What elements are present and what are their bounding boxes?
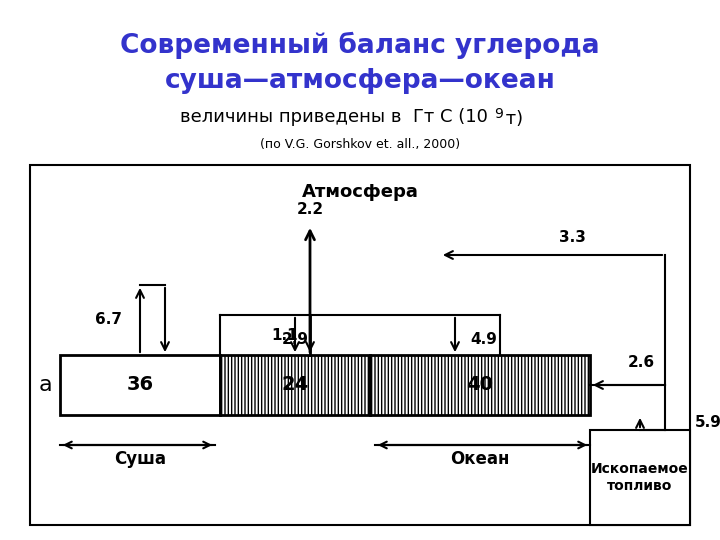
Text: 2.2: 2.2 xyxy=(297,202,323,217)
Text: 36: 36 xyxy=(127,375,153,395)
Text: 40: 40 xyxy=(467,375,493,395)
Text: 9: 9 xyxy=(494,107,503,121)
Text: Атмосфера: Атмосфера xyxy=(302,183,418,201)
Text: a: a xyxy=(38,375,52,395)
Text: 1.1: 1.1 xyxy=(271,327,298,342)
Bar xyxy=(30,165,690,525)
Text: 5.9: 5.9 xyxy=(695,415,720,430)
Text: Современный баланс углерода: Современный баланс углерода xyxy=(120,32,600,59)
Bar xyxy=(60,355,220,415)
Text: 2.6: 2.6 xyxy=(628,355,655,370)
Text: 24: 24 xyxy=(282,375,309,395)
Text: 2.9: 2.9 xyxy=(282,333,308,348)
Text: величины приведены в  Гт С (10: величины приведены в Гт С (10 xyxy=(180,108,488,126)
Text: (по V.G. Gorshkov et. all., 2000): (по V.G. Gorshkov et. all., 2000) xyxy=(260,138,460,151)
Bar xyxy=(370,355,590,415)
Text: Ископаемое
топливо: Ископаемое топливо xyxy=(591,462,689,492)
Text: 4.9: 4.9 xyxy=(470,333,497,348)
Text: Океан: Океан xyxy=(450,450,510,468)
Text: суша—атмосфера—океан: суша—атмосфера—океан xyxy=(165,68,555,94)
Text: Суша: Суша xyxy=(114,450,166,468)
Bar xyxy=(590,430,690,525)
Text: т): т) xyxy=(500,110,523,128)
Text: 6.7: 6.7 xyxy=(95,313,122,327)
Text: 3.3: 3.3 xyxy=(559,230,586,245)
Bar xyxy=(220,355,370,415)
